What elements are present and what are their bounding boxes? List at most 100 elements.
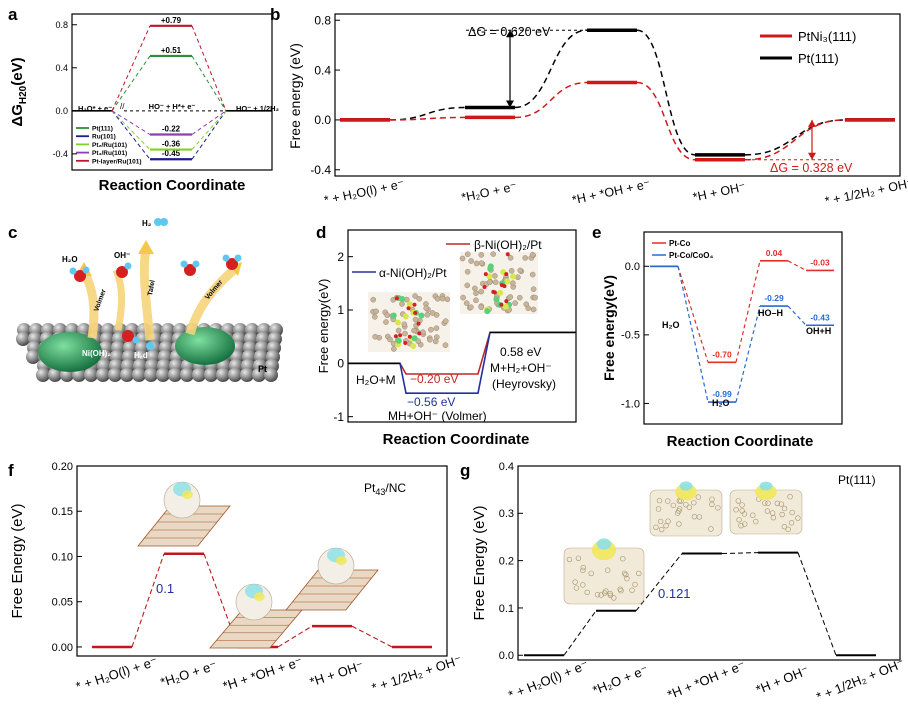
pt-atom <box>108 368 122 382</box>
pt-atom <box>96 368 110 382</box>
h2o-molecule-right-2 <box>222 254 242 270</box>
slab-atom <box>618 588 624 594</box>
legend-label-ptcocoo: Pt-Co/CoO₄ <box>669 251 713 260</box>
panel-label-a: a <box>8 5 18 24</box>
structure-atom <box>391 346 397 352</box>
panel-f-ytick-label: 0.20 <box>52 461 73 473</box>
slab-atom <box>584 589 590 596</box>
structure-oxygen <box>417 331 422 336</box>
panel-label-c: c <box>8 223 17 242</box>
structure-density <box>509 273 516 280</box>
structure-atom <box>463 300 470 306</box>
adsorbed-species <box>122 330 154 350</box>
slab-atom <box>575 555 582 561</box>
structure-oxygen <box>407 334 412 339</box>
panel-a-ytick-label: -0.4 <box>52 149 68 159</box>
structure-atom <box>402 330 408 337</box>
structure-atom <box>442 318 449 324</box>
structure-atom <box>507 255 514 261</box>
panel-e-connector <box>787 305 807 326</box>
panel-b-ytick-label: -0.4 <box>310 163 331 177</box>
panel-f: Free Energy (eV) 0.20 0.15 0.10 0.05 0.00 * … <box>9 461 463 695</box>
structure-oxygen <box>483 272 488 277</box>
slab-atom <box>683 501 689 508</box>
slab-atom <box>664 498 671 504</box>
pt-atom <box>48 368 62 382</box>
structure-atom <box>434 295 441 302</box>
panel-g-xtick-label: *H₂O + e⁻ <box>590 662 650 698</box>
panel-label-d: d <box>316 223 326 242</box>
structure-atom <box>433 312 440 318</box>
panel-d-ytick-label: 0 <box>337 357 344 371</box>
structure-oxygen <box>499 302 504 307</box>
panel-b-xtick-label: * + H₂O(l) + e⁻ <box>323 177 406 208</box>
panel-f-barrier-label: 0.1 <box>156 581 174 596</box>
pt-atom <box>240 368 254 382</box>
slab-atom <box>566 556 573 563</box>
structure-oxygen <box>504 272 509 277</box>
panel-d-state-4: (Heyrovsky) <box>492 377 556 391</box>
slab-atom <box>709 496 715 502</box>
panel-a-value-label: -0.45 <box>162 149 181 158</box>
panel-a-legend-label: Pt₃/Ru(101) <box>92 150 127 157</box>
structure-oxygen <box>394 296 399 301</box>
structure-density <box>395 337 402 344</box>
panel-d-value-alpha: −0.56 eV <box>407 395 455 409</box>
panel-e-xlabel: Reaction Coordinate <box>667 433 814 450</box>
panel-f-ytick-label: 0.15 <box>52 506 73 518</box>
panel-e-value-label: -0.43 <box>810 312 830 322</box>
structure-oxygen <box>505 252 510 257</box>
structure-atom <box>530 286 537 292</box>
pt-atom <box>180 368 194 382</box>
pt-cluster <box>163 481 201 519</box>
charge-density-cyan <box>759 481 773 491</box>
panel-f-connector <box>131 553 165 648</box>
structure-density <box>486 273 493 280</box>
slab-atom <box>632 581 638 588</box>
pt-atom <box>120 368 134 382</box>
structure-density <box>504 278 511 285</box>
panel-g-legend: Pt(111) <box>838 473 876 487</box>
structure-atom <box>370 296 377 303</box>
structure-atom <box>411 327 417 334</box>
panel-a-legend-label: Pt(111) <box>92 126 113 133</box>
panel-b-dg-arrowhead <box>506 30 514 38</box>
alpha-structure-render <box>368 292 451 352</box>
slab-atom <box>733 507 739 513</box>
panel-e-ylabel: Free energy(eV) <box>601 275 617 381</box>
panel-a-legend-label: Ru(101) <box>92 134 116 141</box>
panel-e-value-label: -0.99 <box>712 389 732 399</box>
pt-atom <box>132 368 146 382</box>
volmer-arrow-left <box>80 269 99 339</box>
panel-b-ylabel: Free energy (eV) <box>287 43 303 149</box>
structure-oxygen <box>499 283 504 288</box>
panel-g-ytick-label: 0.2 <box>499 555 514 567</box>
structure-density <box>484 308 491 315</box>
slab-atom <box>735 498 741 504</box>
structure-atom <box>492 273 498 279</box>
structure-oxygen <box>403 340 408 345</box>
slab-atom <box>715 505 721 511</box>
slab-atom <box>695 494 702 500</box>
panel-g-barrier-label: 0.121 <box>658 586 691 601</box>
slab-atom <box>691 513 698 520</box>
panel-f-connector <box>277 625 313 648</box>
panel-b: Free energy (eV) 0.8 0.4 0.0 -0.4 * + H₂O(l… <box>287 13 908 208</box>
panel-g-ytick-label: 0.3 <box>499 508 514 520</box>
panel-d: Free energy(eV) 2 1 0 -1 β-Ni(OH)₂/Pt α-Ni(… <box>316 229 577 448</box>
panel-b-xtick-label: *H + OH⁻ <box>692 180 747 205</box>
structure-atom <box>428 326 434 333</box>
slab-atom <box>781 505 788 512</box>
arrowhead-2 <box>138 240 154 254</box>
slab-atom <box>629 587 635 593</box>
panel-b-ytick-label: 0.0 <box>314 113 331 127</box>
h2-molecule <box>154 218 168 226</box>
slab-atom <box>580 564 586 571</box>
structure-atom <box>384 312 391 318</box>
structure-atom <box>464 282 471 289</box>
structure-oxygen <box>413 310 418 315</box>
slab-atom <box>788 520 795 526</box>
panel-d-state-1: H₂O+M <box>356 373 396 387</box>
structure-atom <box>490 251 496 257</box>
panel-g-xtick-label: * + H₂O(l) + e⁻ <box>506 657 590 703</box>
